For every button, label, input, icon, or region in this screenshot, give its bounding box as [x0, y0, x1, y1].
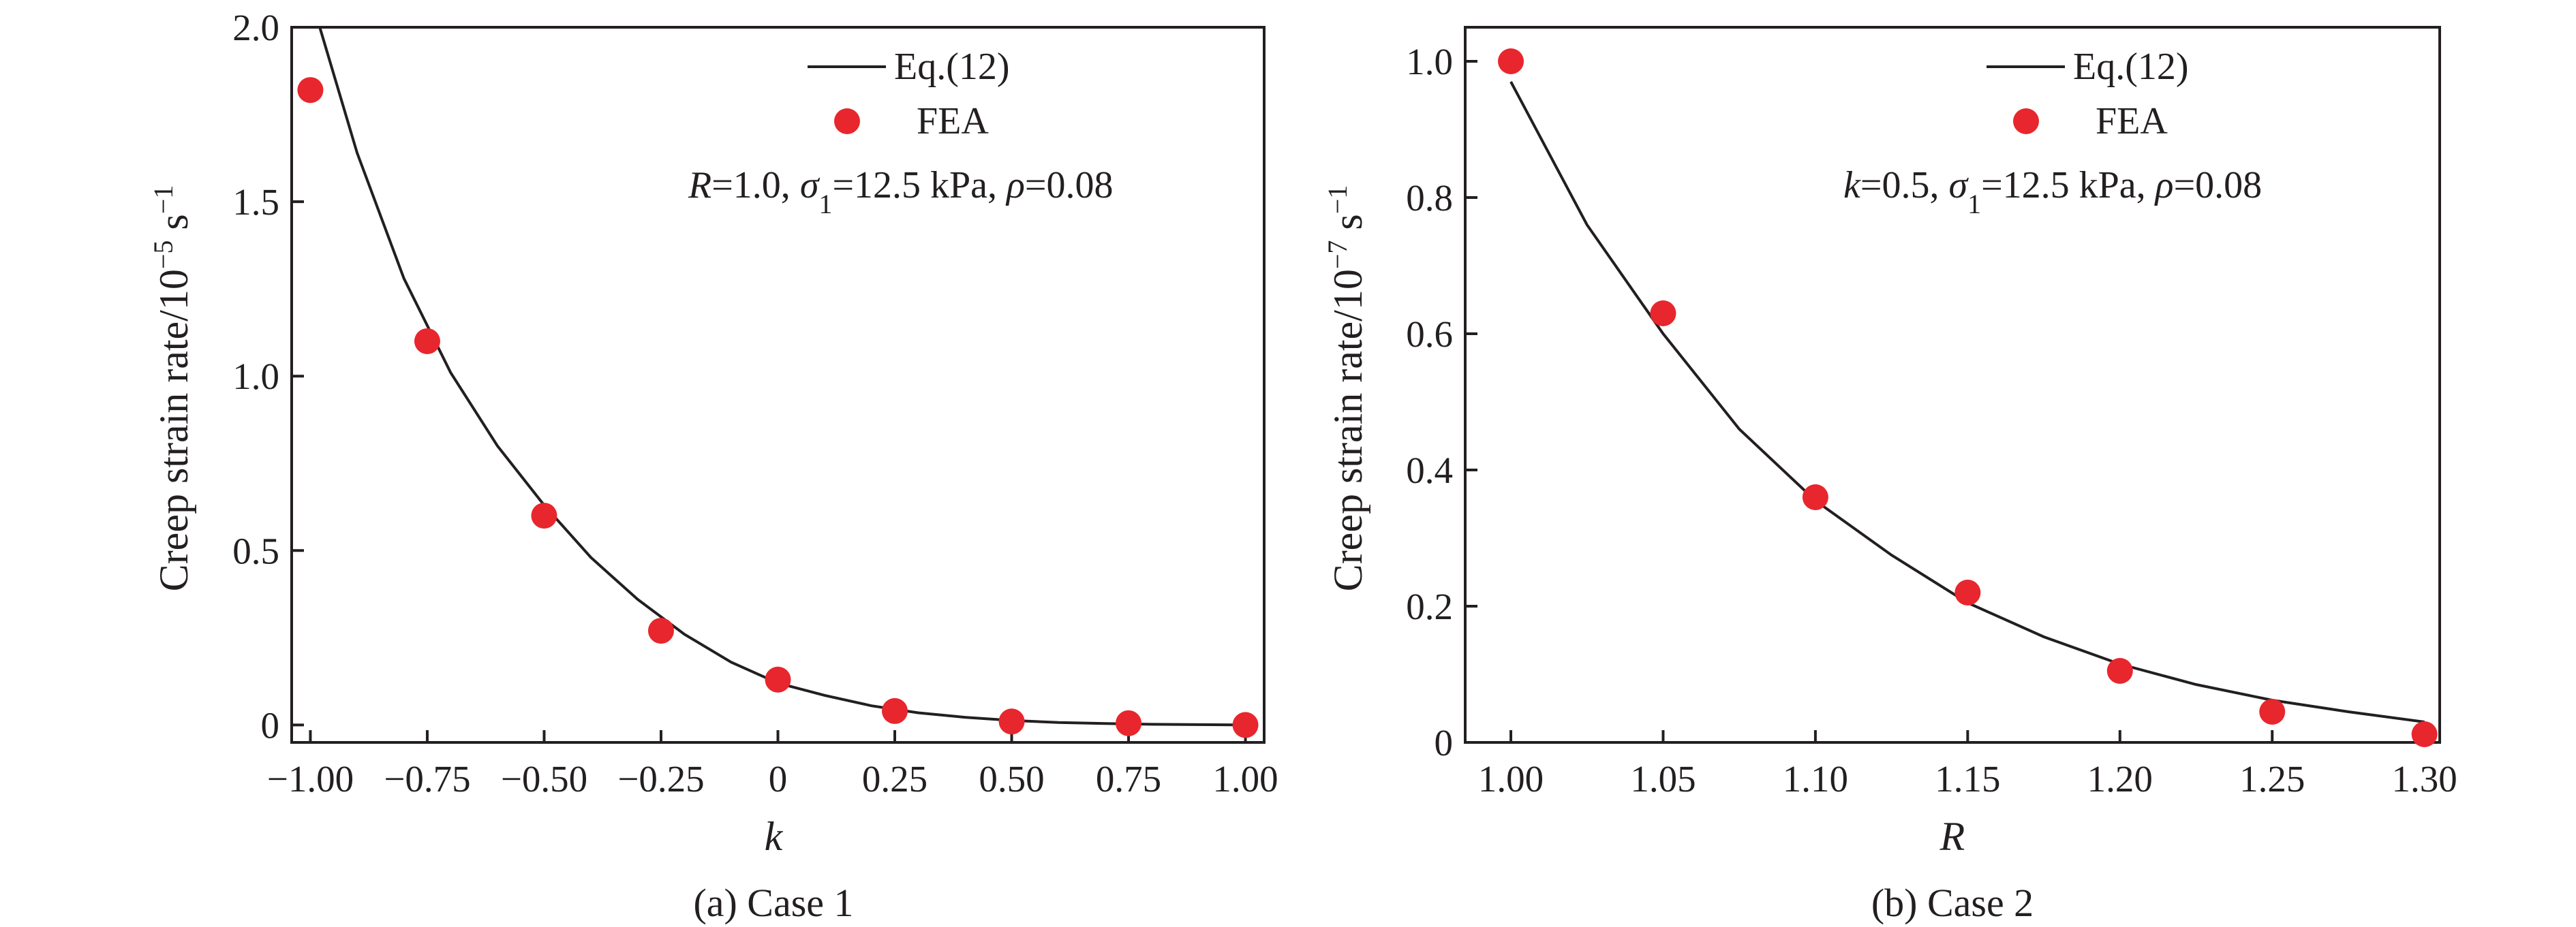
fea-point — [1232, 712, 1259, 738]
fea-point — [2106, 658, 2133, 684]
eq12-curve — [1509, 81, 2425, 723]
legend: Eq.(12) FEA — [1987, 46, 2189, 142]
panel-caption: (b) Case 2 — [1871, 881, 2034, 925]
y-tick-label: 2.0 — [232, 7, 279, 48]
fea-point — [2411, 721, 2438, 747]
chart-panel-case-2: 1.00 1.05 1.10 1.15 1.20 1.25 1.30 0 0.2 0.4 0.6 0.… — [1322, 26, 2457, 925]
fea-point — [297, 77, 324, 104]
x-axis-label: R — [1939, 814, 1965, 859]
fea-point — [1802, 484, 1828, 510]
y-tick-label: 0 — [1435, 722, 1454, 764]
y-tick-label: 0.2 — [1406, 586, 1453, 627]
x-axis-label: k — [765, 814, 784, 859]
x-tick-label: 1.10 — [1783, 758, 1848, 800]
x-tick-label: 1.20 — [2087, 758, 2153, 800]
y-axis-label: Creep strain rate/10−5 s−1 — [148, 185, 197, 592]
legend-line-label: Eq.(12) — [894, 46, 1010, 88]
fea-point — [1650, 300, 1676, 326]
x-tick-label: 0 — [769, 758, 788, 800]
plot-frame — [290, 26, 1266, 744]
legend-point-label: FEA — [917, 100, 989, 142]
x-tick-label: 1.05 — [1630, 758, 1696, 800]
parameter-annotation: k=0.5, σ1=12.5 kPa, ρ=0.08 — [1843, 164, 2262, 219]
legend-point-swatch — [2013, 108, 2039, 134]
y-tick-label: 1.5 — [232, 181, 279, 223]
y-tick-label: 0.4 — [1406, 450, 1453, 491]
fea-point — [1498, 48, 1524, 74]
y-tick-label: 0.8 — [1406, 177, 1453, 219]
y-axis-label: Creep strain rate/10−7 s−1 — [1322, 185, 1371, 592]
x-tick-label: 1.15 — [1935, 758, 2000, 800]
fea-point — [882, 697, 908, 724]
x-tick-label: 1.00 — [1478, 758, 1544, 800]
plot-area: 1.00 1.05 1.10 1.15 1.20 1.25 1.30 0 0.2 0.4 0.6 0.… — [1406, 26, 2457, 800]
x-tick-label: 0.50 — [979, 758, 1044, 800]
x-tick-label: −0.75 — [384, 758, 470, 800]
x-tick-label: 1.00 — [1212, 758, 1278, 800]
parameter-annotation: R=1.0, σ1=12.5 kPa, ρ=0.08 — [688, 164, 1114, 219]
y-tick-label: 0.5 — [232, 530, 279, 571]
y-tick-label: 1.0 — [1406, 41, 1453, 82]
fea-point — [998, 708, 1025, 735]
fea-point — [414, 328, 440, 354]
plot-frame — [1464, 26, 2441, 744]
legend: Eq.(12) FEA — [808, 46, 1010, 142]
panel-caption: (a) Case 1 — [693, 881, 853, 925]
legend-point-label: FEA — [2096, 100, 2168, 142]
legend-line-label: Eq.(12) — [2073, 46, 2189, 88]
x-tick-label: −1.00 — [267, 758, 354, 800]
y-tick-label: 0 — [261, 704, 280, 746]
chart-panel-case-1: −1.00 −0.75 −0.50 −0.25 0 0.25 0.50 0.75 1.00 0 0.… — [148, 7, 1278, 925]
fea-point — [1954, 580, 1981, 606]
x-tick-label: 1.30 — [2392, 758, 2457, 800]
fea-point — [647, 618, 674, 644]
y-tick-label: 1.0 — [232, 356, 279, 397]
eq12-curve — [318, 27, 1246, 727]
y-tick-label: 0.6 — [1406, 313, 1453, 355]
fea-point — [765, 666, 791, 693]
x-tick-label: −0.50 — [501, 758, 587, 800]
plot-area: −1.00 −0.75 −0.50 −0.25 0 0.25 0.50 0.75 1.00 0 0.… — [232, 7, 1278, 800]
legend-point-swatch — [834, 108, 860, 134]
fea-point — [1116, 710, 1142, 736]
x-tick-label: −0.25 — [617, 758, 704, 800]
fea-point — [2259, 699, 2286, 725]
x-tick-label: 1.25 — [2239, 758, 2305, 800]
x-tick-label: 0.75 — [1096, 758, 1161, 800]
x-tick-label: 0.25 — [862, 758, 927, 800]
fea-point — [531, 503, 557, 529]
